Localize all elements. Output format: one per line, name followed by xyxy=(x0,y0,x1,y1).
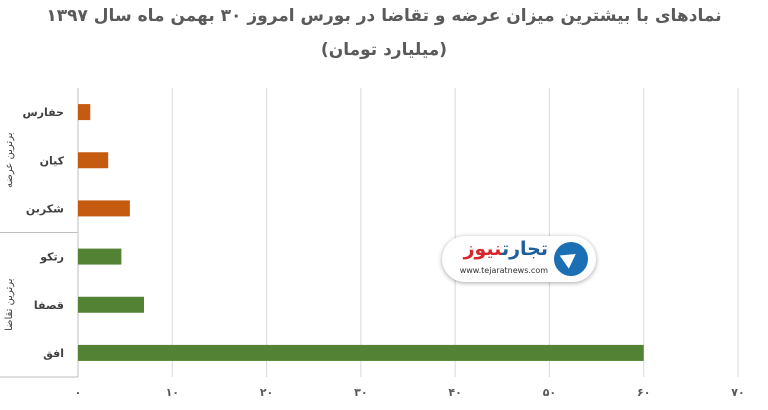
x-tick-label: ۴۰ xyxy=(448,386,461,399)
category-label: افق xyxy=(43,347,64,360)
x-tick-label: ۶۰ xyxy=(637,386,650,399)
logo-icon xyxy=(554,242,588,276)
bar xyxy=(78,200,130,217)
category-label: کیان xyxy=(40,154,65,167)
bar xyxy=(78,296,144,313)
bar xyxy=(78,248,122,265)
category-label: رتکو xyxy=(39,251,64,264)
x-tick-label: ۷۰ xyxy=(731,386,744,399)
x-tick-label: ۲۰ xyxy=(260,386,273,399)
watermark-name: تجارتنیوز xyxy=(463,238,548,260)
category-label: شکربن xyxy=(26,202,64,215)
bar xyxy=(78,344,644,361)
x-tick-label: ۳۰ xyxy=(354,386,367,399)
category-label: حفارس xyxy=(23,106,65,119)
bar xyxy=(78,104,91,121)
chart-subtitle: (میلیارد تومان) xyxy=(320,40,448,60)
x-tick-label: ۵۰ xyxy=(543,386,556,399)
category-label: قصفا xyxy=(34,299,64,312)
chart-title: نمادهای با بیشترین میزان عرضه و تقاضا در… xyxy=(46,6,722,26)
x-tick-label: ۱۰ xyxy=(166,386,179,399)
x-tick-label: ۰ xyxy=(75,386,82,399)
watermark-badge: تجارتنیوز www.tejaratnews.com xyxy=(442,236,596,282)
watermark-url: www.tejaratnews.com xyxy=(459,266,548,275)
group-label: برترین عرضه xyxy=(4,132,15,188)
bar xyxy=(78,152,109,169)
group-label: برترین تقاضا xyxy=(4,278,15,331)
